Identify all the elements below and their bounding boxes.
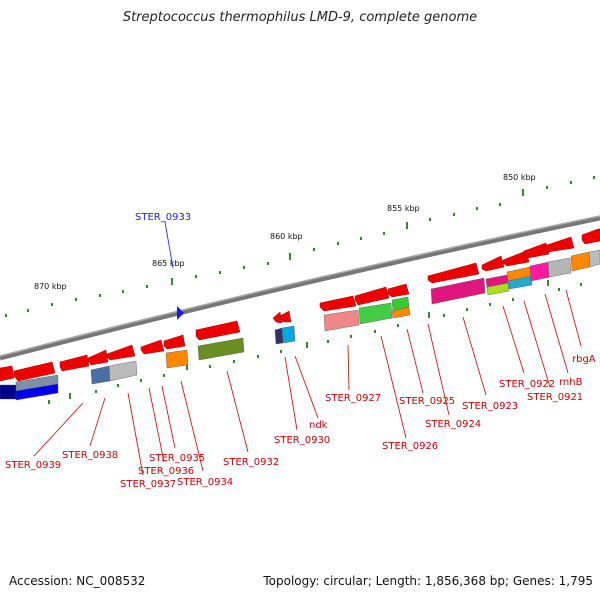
map-title: Streptococcus thermophilus LMD-9, comple…	[122, 10, 478, 25]
feature-marker	[177, 306, 184, 320]
gene-label-STER_0923: STER_0923	[462, 401, 518, 412]
genome-backbone	[0, 215, 600, 361]
gene-label-STER_0921: STER_0921	[527, 392, 583, 403]
gene-label-STER_0932: STER_0932	[223, 457, 279, 468]
gene-label-STER_0924: STER_0924	[425, 419, 481, 430]
scale-label-850: 850 kbp	[503, 173, 536, 182]
gene-label-STER_0925: STER_0925	[399, 396, 455, 407]
gene-label-STER_0936: STER_0936	[138, 466, 194, 477]
gene-label-ndk: ndk	[309, 420, 328, 431]
gene-label-STER_0934: STER_0934	[177, 477, 233, 488]
gene-label-STER_0927: STER_0927	[325, 393, 381, 404]
gene-label-STER_0935: STER_0935	[149, 453, 205, 464]
gene-label-STER_0930: STER_0930	[274, 435, 330, 446]
genome-summary: Topology: circular; Length: 1,856,368 bp…	[263, 574, 593, 588]
accession-label: Accession: NC_008532	[9, 574, 146, 588]
gene-label-STER_0939: STER_0939	[5, 460, 61, 471]
scale-label-865: 865 kbp	[152, 259, 185, 268]
gene-label-STER_0926: STER_0926	[382, 441, 438, 452]
outer-gene-arrows	[0, 228, 600, 382]
gene-label-rbgA: rbgA	[572, 354, 596, 365]
inner-gene-boxes	[0, 249, 600, 401]
scale-label-855: 855 kbp	[387, 204, 420, 213]
gene-label-rnhB: rnhB	[559, 377, 583, 388]
gene-label-STER_0937: STER_0937	[120, 479, 176, 490]
scale-label-860: 860 kbp	[270, 232, 303, 241]
scale-label-870: 870 kbp	[34, 282, 67, 291]
scale-ticks	[5, 176, 595, 404]
gene-label-STER_0933: STER_0933	[135, 212, 191, 223]
gene-label-STER_0922: STER_0922	[499, 379, 555, 390]
gene-label-STER_0938: STER_0938	[62, 450, 118, 461]
